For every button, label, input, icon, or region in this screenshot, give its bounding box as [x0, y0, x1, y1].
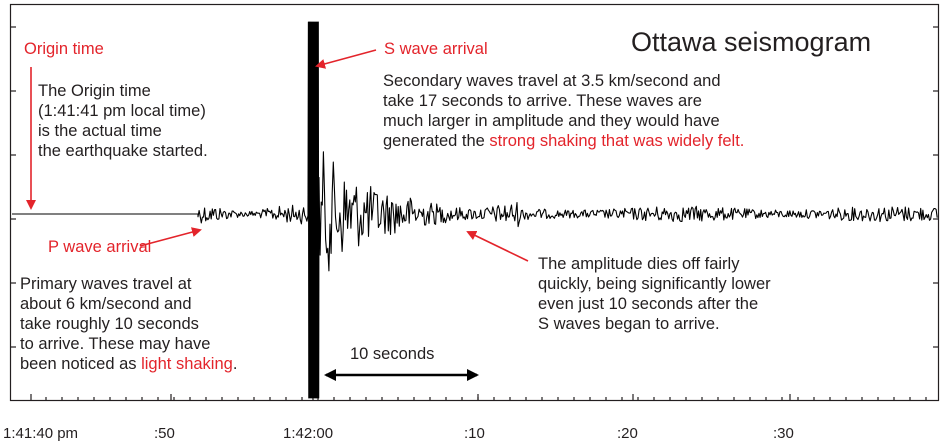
p-wave-note-line: Primary waves travel at	[20, 275, 192, 293]
amplitude-note-line: The amplitude dies off fairly	[538, 255, 740, 273]
time-tick-label: :10	[464, 425, 485, 442]
p-wave-note-suffix: .	[232, 355, 238, 373]
time-tick-label: :30	[773, 425, 794, 442]
s-wave-note-line: much larger in amplitude and they would …	[383, 112, 720, 130]
origin-note-line: the earthquake started.	[38, 142, 208, 160]
s-wave-note-line: take 17 seconds to arrive. These waves a…	[383, 92, 702, 110]
origin-note-line: (1:41:41 pm local time)	[38, 102, 206, 120]
figure-title: Ottawa seismogram	[631, 27, 872, 57]
ten-seconds-label: 10 seconds	[350, 345, 435, 363]
origin-note-line: The Origin time	[38, 82, 151, 100]
origin-time-label: Origin time	[24, 40, 104, 58]
plot-frame	[9, 3, 940, 402]
s-wave-arrow	[315, 49, 377, 69]
time-tick-label: 1:42:00	[283, 425, 334, 442]
amplitude-note-line: quickly, being significantly lower	[538, 275, 771, 293]
light-shaking-highlight: light shaking	[141, 355, 233, 373]
time-tick-label: :20	[617, 425, 638, 442]
strong-shaking-highlight: strong shaking that was widely felt.	[489, 132, 745, 150]
amplitude-note: The amplitude dies off fairly quickly, b…	[538, 254, 771, 334]
amplitude-arrow	[466, 230, 529, 262]
amplitude-note-line: even just 10 seconds after the	[538, 295, 759, 313]
p-wave-note: Primary waves travel at about 6 km/secon…	[20, 274, 237, 374]
p-wave-note-line: about 6 km/second and	[20, 295, 192, 313]
p-wave-note-line: been noticed as light shaking.	[20, 354, 237, 374]
s-wave-arrival-label: S wave arrival	[384, 40, 488, 58]
p-wave-arrival-label: P wave arrival	[48, 238, 152, 256]
time-tick-label: 1:41:40 pm	[3, 425, 79, 442]
s-wave-note-prefix: generated the	[383, 132, 490, 150]
seismogram-trace	[12, 21, 938, 399]
time-tick-label: :50	[154, 425, 175, 442]
p-wave-note-prefix: been noticed as	[20, 355, 142, 373]
frame-ticks	[10, 26, 939, 401]
p-wave-arrow	[139, 227, 202, 247]
origin-note: The Origin time (1:41:41 pm local time) …	[38, 81, 208, 161]
p-wave-note-line: to arrive. These may have	[20, 335, 211, 353]
origin-note-line: is the actual time	[38, 122, 162, 140]
amplitude-note-line: S waves began to arrive.	[538, 315, 720, 333]
s-wave-note-line: generated the strong shaking that was wi…	[383, 131, 744, 151]
s-wave-note-line: Secondary waves travel at 3.5 km/second …	[383, 72, 721, 90]
p-wave-note-line: take roughly 10 seconds	[20, 315, 199, 333]
s-wave-note: Secondary waves travel at 3.5 km/second …	[383, 71, 744, 151]
